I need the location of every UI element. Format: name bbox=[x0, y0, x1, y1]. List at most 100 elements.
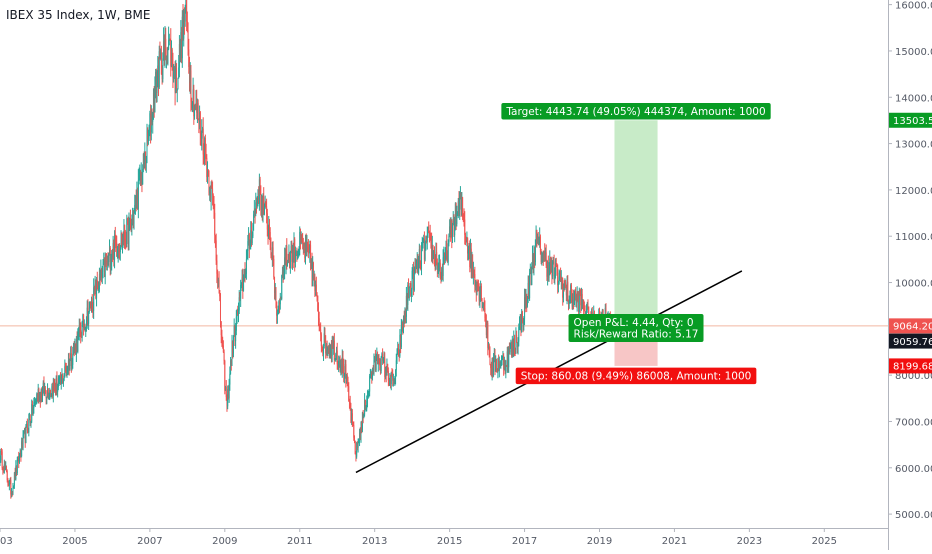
candle-body bbox=[368, 391, 370, 393]
candle-body bbox=[387, 363, 389, 371]
x-tick-label: 2023 bbox=[737, 536, 762, 547]
candle-body bbox=[441, 268, 443, 279]
candle-body bbox=[519, 323, 521, 327]
candle-body bbox=[390, 372, 392, 384]
candle-body bbox=[320, 329, 322, 335]
candle-body bbox=[203, 154, 205, 160]
candle-body bbox=[262, 196, 264, 218]
candle-body bbox=[527, 282, 529, 299]
candle-body bbox=[573, 296, 575, 305]
candle-body bbox=[576, 293, 578, 304]
candle-body bbox=[60, 374, 62, 383]
candle-body bbox=[428, 233, 430, 235]
candle-body bbox=[242, 277, 244, 292]
candle-body bbox=[516, 342, 518, 348]
candle-body bbox=[411, 270, 413, 290]
candle-body bbox=[300, 237, 302, 245]
candle-body bbox=[316, 292, 318, 296]
candle-body bbox=[318, 318, 320, 328]
candle-body bbox=[440, 275, 442, 279]
candle-body bbox=[351, 413, 353, 424]
candle-body bbox=[158, 51, 160, 88]
candle-body bbox=[534, 253, 536, 263]
candle-body bbox=[23, 430, 25, 433]
candle-body bbox=[230, 360, 232, 366]
candle-body bbox=[179, 44, 181, 58]
candle-body bbox=[373, 360, 375, 374]
candle-body bbox=[225, 387, 227, 391]
candle-body bbox=[299, 232, 301, 245]
candle-body bbox=[568, 300, 570, 302]
candle-body bbox=[531, 254, 533, 267]
candle-body bbox=[213, 202, 215, 213]
y-tick-label: 8000.00 bbox=[895, 371, 932, 382]
candle-body bbox=[34, 401, 36, 403]
candle-body bbox=[153, 93, 155, 112]
candle-body bbox=[511, 339, 513, 356]
candle-body bbox=[444, 253, 446, 262]
candle-body bbox=[395, 360, 397, 371]
candle-body bbox=[426, 236, 428, 242]
candle-body bbox=[469, 248, 471, 267]
candle-body bbox=[127, 219, 129, 244]
candle-body bbox=[447, 243, 449, 263]
candle-body bbox=[566, 281, 568, 296]
y-tick-label: 10000.00 bbox=[895, 279, 932, 290]
candle-body bbox=[302, 243, 304, 251]
candle-body bbox=[248, 234, 250, 249]
candle-body bbox=[470, 248, 472, 267]
candle-body bbox=[325, 344, 327, 354]
candle-body bbox=[508, 349, 510, 353]
candle-body bbox=[477, 285, 479, 288]
candle-body bbox=[372, 371, 374, 374]
candle-body bbox=[319, 327, 321, 330]
candle-body bbox=[72, 354, 74, 365]
candle-body bbox=[521, 311, 523, 332]
candle-body bbox=[392, 379, 394, 381]
candle-body bbox=[266, 206, 268, 214]
candle-body bbox=[150, 114, 152, 133]
target-price-tag-box bbox=[889, 112, 932, 128]
x-tick-label: 2003 bbox=[0, 536, 13, 547]
candle-body bbox=[124, 239, 126, 241]
candle-body bbox=[158, 65, 160, 88]
candle-body bbox=[477, 284, 479, 286]
stop-label: Stop: 860.08 (9.49%) 86008, Amount: 1000 bbox=[515, 367, 757, 385]
candle-body bbox=[44, 388, 46, 392]
candle-body bbox=[39, 392, 41, 402]
candle-body bbox=[21, 441, 23, 457]
candle-body bbox=[217, 273, 219, 281]
candle-body bbox=[365, 408, 367, 411]
candle-body bbox=[333, 340, 335, 349]
candle-body bbox=[488, 344, 490, 348]
candle-body bbox=[89, 301, 91, 303]
x-tick-label: 2015 bbox=[437, 536, 462, 547]
y-tick-label: 13000.00 bbox=[895, 140, 932, 151]
candle-body bbox=[256, 199, 258, 206]
candle-body bbox=[467, 250, 469, 254]
candle-body bbox=[412, 268, 414, 271]
x-tick-label: 2011 bbox=[287, 536, 312, 547]
candle-body bbox=[322, 346, 324, 354]
candle-body bbox=[55, 378, 57, 391]
candle-body bbox=[424, 242, 426, 260]
candle-body bbox=[294, 252, 296, 263]
candle-body bbox=[541, 260, 543, 262]
candle-body bbox=[238, 297, 240, 311]
candle-body bbox=[178, 67, 180, 78]
candles bbox=[0, 0, 613, 499]
candle-body bbox=[271, 247, 273, 258]
candle-body bbox=[542, 255, 544, 261]
candle-body bbox=[468, 248, 470, 251]
candle-body bbox=[495, 358, 497, 371]
candle-body bbox=[142, 168, 144, 185]
candle-body bbox=[126, 218, 128, 245]
candle-body bbox=[48, 395, 50, 398]
candle-body bbox=[542, 255, 544, 260]
candle-body bbox=[223, 351, 225, 362]
candle-body bbox=[10, 480, 12, 495]
candle-body bbox=[560, 273, 562, 282]
candle-body bbox=[106, 256, 108, 265]
